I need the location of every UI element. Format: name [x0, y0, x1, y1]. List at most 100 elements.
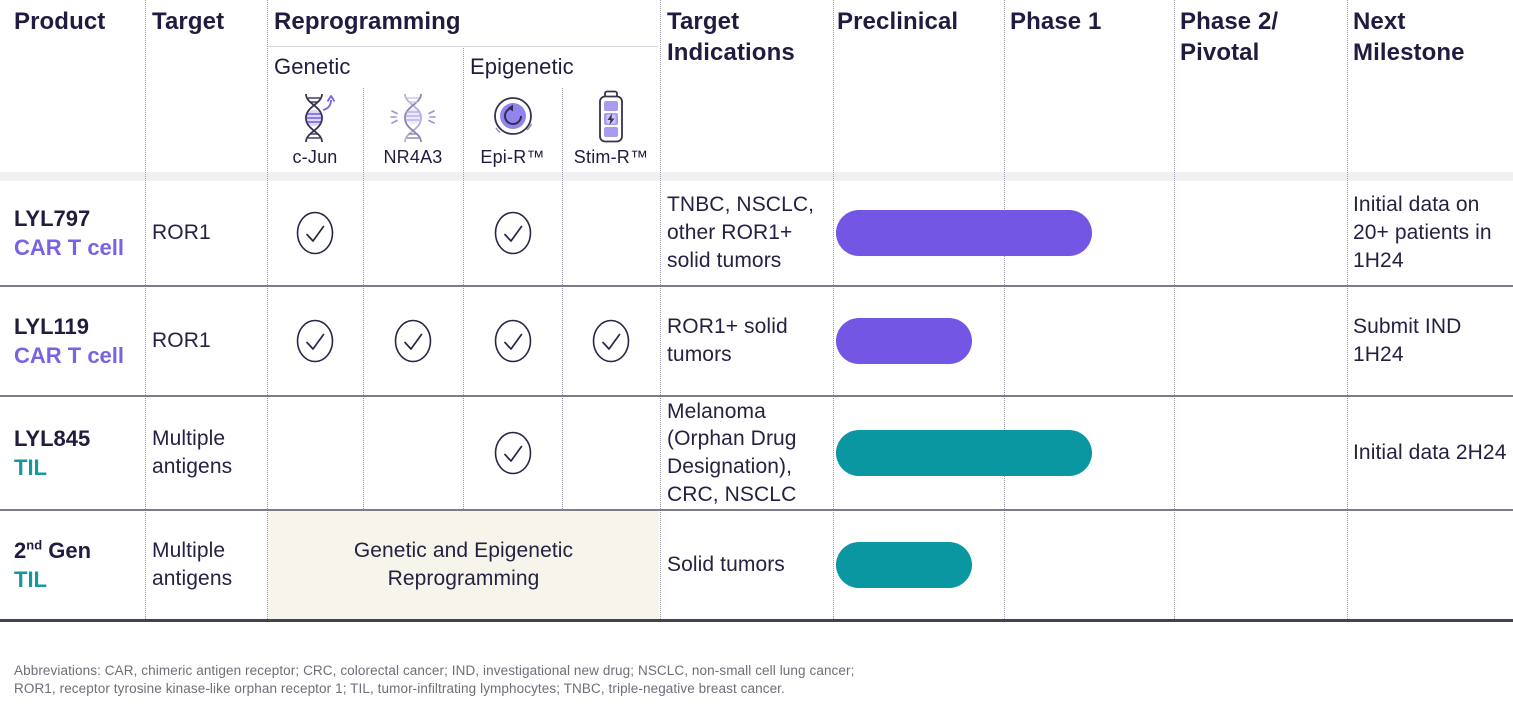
col-header-product: Product	[14, 8, 106, 35]
indications-cell: TNBC, NSCLC, other ROR1+ solid tumors	[667, 181, 827, 285]
column-divider	[1174, 0, 1175, 619]
mechanism-epir: Epi-R™	[463, 88, 562, 168]
target-cell: ROR1	[152, 181, 262, 285]
column-divider	[1347, 0, 1348, 619]
subheader-genetic: Genetic	[274, 54, 351, 79]
product-type: CAR T cell	[14, 342, 125, 368]
milestone-cell: Submit IND 1H24	[1353, 287, 1508, 395]
product-cell: LYL845 TIL	[14, 397, 144, 509]
product-name: 2nd Gen	[14, 537, 92, 563]
row-divider	[0, 395, 1513, 397]
indications-text: ROR1+ solid tumors	[667, 315, 788, 366]
pipeline-row-2nd-gen-til: 2nd Gen TIL Multiple antigens Genetic an…	[0, 511, 1513, 619]
phase-progress-bar	[836, 430, 1092, 476]
footnote-line-2: ROR1, receptor tyrosine kinase-like orph…	[14, 680, 785, 696]
target-text: ROR1	[152, 221, 211, 245]
mechanism-label-cjun: c-Jun	[292, 147, 338, 167]
mechanism-label-stimr: Stim-R™	[573, 147, 649, 167]
check-cjun	[267, 287, 363, 395]
col-header-phase1: Phase 1	[1010, 8, 1102, 35]
pipeline-row-lyl797: LYL797 CAR T cell ROR1 TNBC, NSCLC, othe…	[0, 181, 1513, 285]
phase-progress-bar	[836, 318, 972, 364]
milestone-cell: Initial data 2H24	[1353, 397, 1508, 509]
dna-faded-icon	[390, 93, 436, 143]
product-cell: LYL797 CAR T cell	[14, 181, 144, 285]
reprogramming-span-text: Genetic and Epigenetic Reprogramming	[353, 539, 574, 590]
checkmark-icon	[592, 319, 630, 363]
target-cell: Multiple antigens	[152, 511, 262, 619]
check-epir	[463, 397, 562, 509]
checkmark-icon	[296, 319, 334, 363]
product-type: TIL	[14, 566, 47, 592]
target-cell: Multiple antigens	[152, 397, 262, 509]
checkmark-icon	[296, 211, 334, 255]
abbreviations-footnote: Abbreviations: CAR, chimeric antigen rec…	[14, 662, 854, 697]
checkmark-icon	[394, 319, 432, 363]
milestone-cell: Initial data on 20+ patients in 1H24	[1353, 181, 1508, 285]
column-divider	[267, 0, 268, 619]
target-cell: ROR1	[152, 287, 262, 395]
refresh-circle-icon	[493, 97, 532, 135]
product-name: LYL119	[14, 313, 90, 339]
indications-cell: Melanoma (Orphan Drug Designation), CRC,…	[667, 397, 835, 509]
column-divider	[660, 0, 661, 619]
checkmark-icon	[494, 431, 531, 475]
phase-progress-bar	[836, 210, 1092, 256]
column-divider	[1004, 0, 1005, 619]
checkmark-icon	[494, 211, 531, 255]
col-header-preclinical: Preclinical	[837, 8, 959, 35]
pipeline-row-lyl845: LYL845 TIL Multiple antigens Melanoma (O…	[0, 397, 1513, 509]
row-divider	[0, 509, 1513, 511]
product-name: LYL797	[14, 205, 91, 231]
row-divider	[0, 285, 1513, 287]
col-header-phase2-pivotal: Phase 2/ Pivotal	[1180, 8, 1279, 66]
target-text: Multiple antigens	[152, 539, 233, 590]
column-divider	[833, 0, 834, 619]
check-epir	[463, 181, 562, 285]
product-type: TIL	[14, 454, 47, 480]
dna-arrow-icon	[304, 93, 336, 143]
subheader-epigenetic: Epigenetic	[470, 54, 574, 79]
milestone-text: Submit IND 1H24	[1353, 315, 1462, 366]
col-header-next-milestone: Next Milestone	[1353, 8, 1465, 66]
product-cell: LYL119 CAR T cell	[14, 287, 144, 395]
column-divider	[363, 88, 364, 509]
mechanism-stimr: Stim-R™	[562, 88, 660, 168]
col-header-reprogramming: Reprogramming	[274, 8, 461, 35]
milestone-text: Initial data 2H24	[1353, 441, 1507, 465]
header-separator-band	[0, 172, 1513, 181]
check-nr4a3	[363, 287, 463, 395]
check-cjun	[267, 181, 363, 285]
table-bottom-border	[0, 619, 1513, 622]
battery-bolt-icon	[599, 90, 623, 143]
indications-text: Solid tumors	[667, 553, 785, 577]
milestone-text: Initial data on 20+ patients in 1H24	[1353, 193, 1492, 272]
indications-text: TNBC, NSCLC, other ROR1+ solid tumors	[667, 193, 815, 272]
reprogramming-span-cell: Genetic and Epigenetic Reprogramming	[268, 511, 659, 619]
reprogramming-underline	[267, 46, 658, 47]
column-divider	[562, 88, 563, 509]
col-header-target: Target	[152, 8, 225, 35]
mechanism-cjun: c-Jun	[267, 88, 363, 168]
milestone-cell	[1353, 511, 1508, 619]
column-divider	[145, 0, 146, 619]
column-divider	[463, 48, 464, 509]
phase-progress-bar	[836, 542, 972, 588]
mechanism-label-nr4a3: NR4A3	[383, 147, 443, 167]
mechanism-nr4a3: NR4A3	[363, 88, 463, 168]
check-stimr	[562, 287, 660, 395]
pipeline-row-lyl119: LYL119 CAR T cell ROR1 ROR1+ solid tumor…	[0, 287, 1513, 395]
footnote-line-1: Abbreviations: CAR, chimeric antigen rec…	[14, 663, 855, 678]
checkmark-icon	[494, 319, 531, 363]
indications-cell: Solid tumors	[667, 511, 827, 619]
product-name: LYL845	[14, 425, 91, 451]
mechanism-label-epir: Epi-R™	[480, 147, 545, 167]
indications-cell: ROR1+ solid tumors	[667, 287, 827, 395]
check-epir	[463, 287, 562, 395]
target-text: Multiple antigens	[152, 427, 233, 478]
product-type: CAR T cell	[14, 234, 125, 260]
product-cell: 2nd Gen TIL	[14, 511, 144, 619]
target-text: ROR1	[152, 329, 211, 353]
col-header-indications: Target Indications	[667, 8, 795, 66]
